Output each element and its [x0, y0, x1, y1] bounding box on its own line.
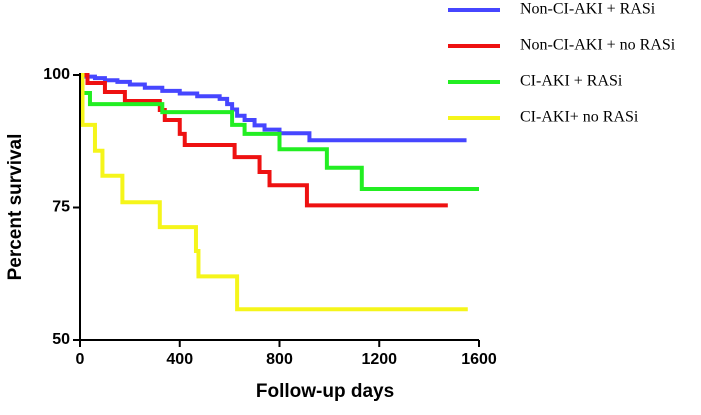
survival-line — [80, 73, 468, 312]
x-tick-label: 1600 — [461, 351, 497, 368]
survival-line — [80, 73, 448, 208]
x-tick-label: 0 — [76, 351, 85, 368]
y-axis-label: Percent survival — [5, 134, 26, 281]
y-tick-label: 75 — [52, 199, 70, 216]
legend-label: Non-CI-AKI + RASi — [520, 1, 656, 18]
y-tick-label: 50 — [52, 331, 70, 348]
survival-line — [80, 73, 479, 191]
y-tick-label: 100 — [43, 66, 70, 83]
x-tick-label: 400 — [166, 351, 193, 368]
legend-label: Non-CI-AKI + no RASi — [520, 37, 676, 54]
x-axis-label: Follow-up days — [256, 381, 394, 402]
survival-line — [80, 73, 467, 143]
legend-label: CI-AKI+ no RASi — [520, 109, 639, 126]
legend-label: CI-AKI + RASi — [520, 73, 623, 90]
x-tick-label: 800 — [266, 351, 293, 368]
x-tick-label: 1200 — [361, 351, 397, 368]
